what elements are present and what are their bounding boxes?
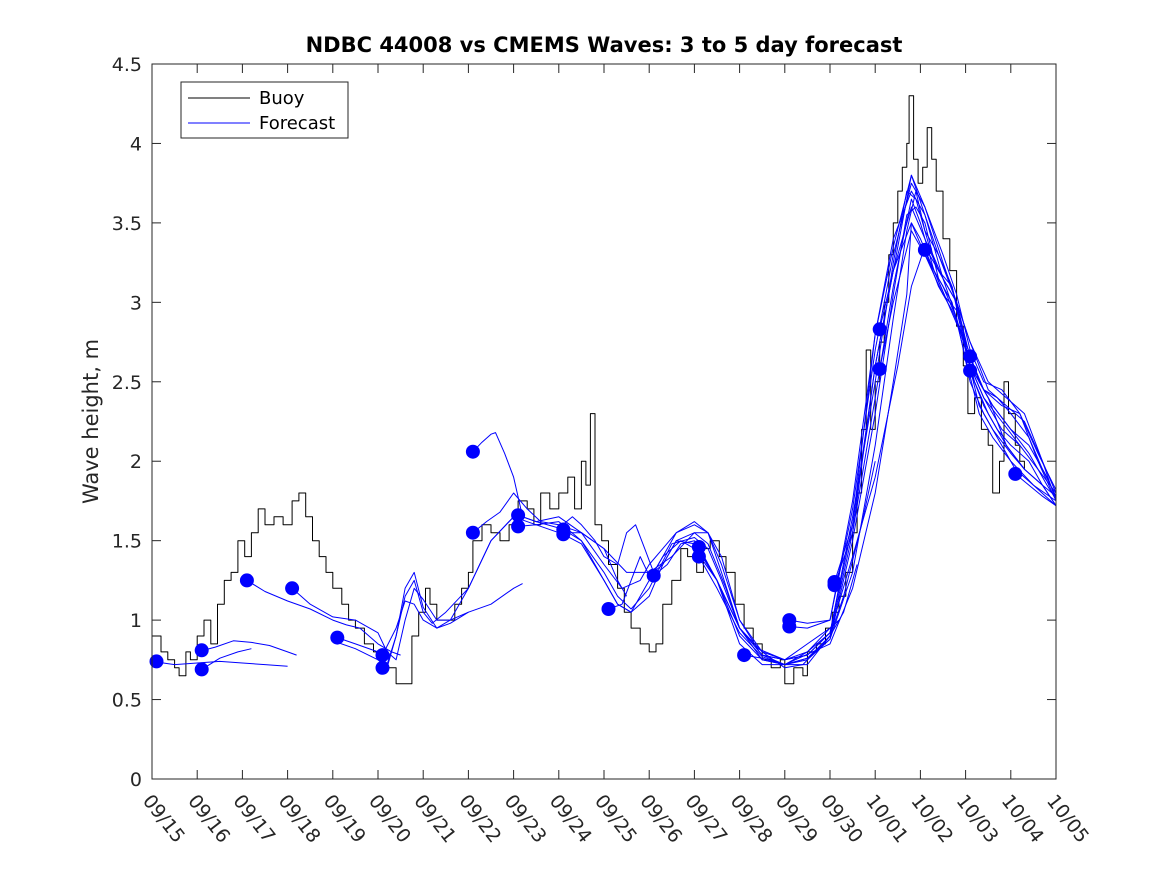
marker-layer (149, 242, 1023, 677)
forecast-start-marker (782, 619, 797, 634)
y-tick-label: 1 (130, 610, 142, 632)
chart-title: NDBC 44008 vs CMEMS Waves: 3 to 5 day fo… (306, 33, 903, 57)
forecast-start-marker (737, 648, 752, 663)
legend-label-buoy: Buoy (259, 88, 305, 109)
legend: Buoy Forecast (180, 81, 349, 139)
forecast-series-line (1014, 473, 1057, 507)
forecast-start-marker (691, 549, 706, 564)
forecast-start-marker (285, 581, 300, 596)
y-tick-label: 2.5 (112, 372, 142, 394)
forecast-start-marker (511, 519, 526, 534)
forecast-series-line (879, 230, 1057, 494)
forecast-start-marker (827, 578, 842, 593)
forecast-series-line (197, 640, 297, 656)
forecast-series-line (969, 356, 1057, 497)
y-tick-label: 3 (130, 292, 142, 314)
forecast-start-marker (465, 444, 480, 459)
forecast-start-marker (872, 322, 887, 337)
y-axis-label: Wave height, m (79, 339, 103, 504)
forecast-start-marker (194, 662, 209, 677)
forecast-series-line (151, 660, 288, 667)
forecast-start-marker (149, 654, 164, 669)
y-tick-label: 4.5 (112, 54, 142, 76)
forecast-series-line (969, 370, 1057, 506)
forecast-series-line (382, 516, 523, 656)
forecast-start-marker (239, 573, 254, 588)
y-tick-label: 2 (130, 451, 142, 473)
y-tick-label: 3.5 (112, 213, 142, 235)
forecast-start-marker (646, 568, 661, 583)
forecast-start-marker (963, 363, 978, 378)
forecast-series-line (698, 198, 1057, 666)
forecast-series-line (563, 222, 948, 666)
forecast-start-marker (872, 362, 887, 377)
forecast-series-line (698, 190, 1057, 661)
buoy-series-line (152, 95, 1025, 685)
series-layer (151, 95, 1057, 685)
forecast-start-marker (511, 508, 526, 523)
forecast-start-marker (194, 643, 209, 658)
forecast-start-marker (375, 648, 390, 663)
forecast-series-line (834, 190, 1057, 583)
forecast-series-line (201, 648, 252, 670)
forecast-series-line (924, 249, 1057, 498)
y-tick-label: 4 (130, 133, 142, 155)
forecast-start-marker (465, 525, 480, 540)
legend-label-forecast: Forecast (259, 113, 335, 134)
forecast-start-marker (601, 602, 616, 616)
forecast-start-marker (556, 527, 571, 542)
forecast-start-marker (1008, 466, 1023, 481)
forecast-series-line (472, 492, 840, 661)
y-tick-label: 0.5 (112, 690, 142, 712)
legend-box (180, 81, 349, 139)
forecast-start-marker (691, 540, 706, 554)
y-tick-label: 0 (130, 769, 142, 791)
forecast-start-marker (375, 660, 390, 675)
forecast-start-marker (330, 630, 345, 645)
forecast-start-marker (917, 242, 932, 257)
forecast-start-marker (963, 349, 978, 364)
y-tick-label: 1.5 (112, 531, 142, 553)
